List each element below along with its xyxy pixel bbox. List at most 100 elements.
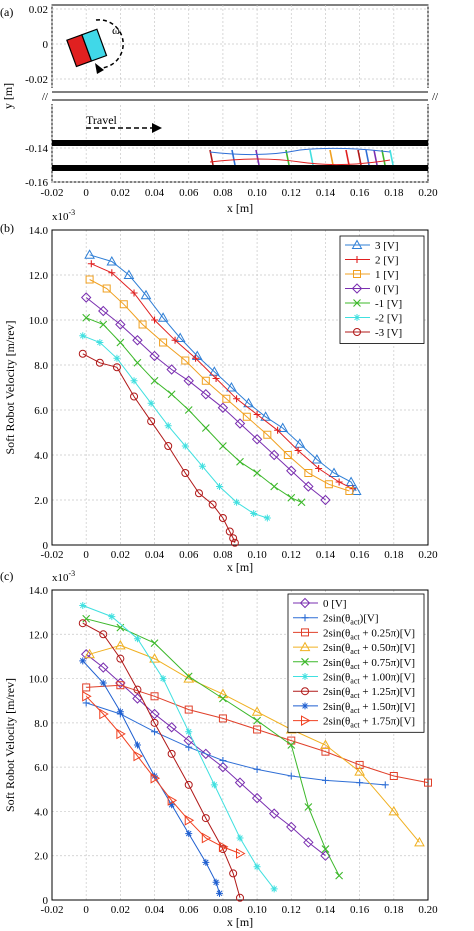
omega-label: ω bbox=[112, 23, 120, 37]
marker-triangle bbox=[414, 836, 425, 847]
series-line bbox=[85, 297, 326, 501]
legend-item: 2sin(θact)[V] bbox=[293, 613, 379, 627]
marker-triangle-right bbox=[218, 841, 229, 853]
marker-circle bbox=[181, 469, 190, 477]
series--2-V- bbox=[79, 332, 271, 522]
chart-c: -0.02 0 0.02 0.04 0.06 0.08 0.10 0.12 0.14 0.16 0.… bbox=[3, 585, 438, 929]
marker-diamond bbox=[149, 708, 160, 720]
marker-triangle-right bbox=[167, 795, 178, 806]
legend-label: 2sin(θact + 1.00π)[V] bbox=[323, 672, 415, 686]
series-line bbox=[86, 702, 386, 786]
marker-circle bbox=[236, 893, 244, 902]
series-line bbox=[89, 644, 420, 843]
legend-label-part: act bbox=[350, 706, 360, 715]
marker-square bbox=[102, 284, 111, 293]
marker-triangle bbox=[157, 312, 169, 322]
xtick-label: 0.06 bbox=[179, 549, 199, 561]
legend-item: 2sin(θact + 1.50π)[V] bbox=[293, 701, 415, 715]
xtick-label: 0 bbox=[83, 187, 89, 199]
axes-frame bbox=[51, 589, 429, 901]
ytick-label: 14.0 bbox=[29, 225, 49, 237]
marker-square bbox=[218, 714, 227, 723]
marker-square bbox=[389, 772, 398, 780]
marker-circle bbox=[225, 527, 234, 536]
marker-triangle-right bbox=[236, 848, 246, 859]
travel-arrowhead bbox=[152, 123, 162, 133]
marker-diamond bbox=[351, 283, 363, 294]
marker-plus bbox=[274, 426, 282, 434]
marker-x bbox=[236, 457, 244, 466]
panel-b-chart: (b) x10-3 -0.02 0 0.02 0.04 0.06 0.08 0.10 0.12… bbox=[0, 208, 438, 574]
marker-star bbox=[185, 728, 193, 736]
legend-label-part: 2sin(θ bbox=[323, 686, 350, 698]
marker-triangle bbox=[123, 269, 135, 279]
marker-square bbox=[324, 480, 333, 489]
xtick-label: 0.12 bbox=[282, 904, 301, 916]
marker-square bbox=[82, 683, 91, 692]
ytick-label: 0 bbox=[43, 540, 49, 552]
legend-label: 2sin(θact + 1.25π)[V] bbox=[323, 686, 415, 700]
marker-plus bbox=[219, 757, 227, 764]
marker-diamond bbox=[132, 693, 143, 704]
marker-square bbox=[287, 736, 296, 745]
multiplier-exponent: -3 bbox=[69, 569, 76, 578]
xtick-label: 0.16 bbox=[350, 904, 370, 916]
marker-triangle bbox=[311, 453, 323, 464]
multiplier-base: x10 bbox=[52, 572, 69, 584]
legend-item: -1 [V] bbox=[345, 298, 402, 310]
marker-star bbox=[79, 657, 87, 665]
xtick-label: 0.04 bbox=[145, 904, 165, 916]
marker-square bbox=[263, 430, 272, 439]
xtick-label: 0.14 bbox=[316, 904, 336, 916]
marker-diamond bbox=[286, 465, 297, 476]
legend-item: -3 [V] bbox=[345, 327, 402, 339]
xtick-label: 0.12 bbox=[282, 187, 301, 199]
marker-square bbox=[181, 356, 190, 365]
ytick-label: 2.0 bbox=[34, 495, 48, 507]
legend-label: -2 [V] bbox=[375, 313, 402, 325]
marker-triangle bbox=[209, 366, 220, 376]
marker-square bbox=[253, 725, 262, 734]
ytick-label: -0.14 bbox=[25, 143, 48, 155]
marker-x bbox=[219, 694, 227, 703]
xtick-label: -0.02 bbox=[41, 904, 64, 916]
marker-plus bbox=[356, 779, 364, 787]
marker-square bbox=[355, 760, 364, 769]
marker-triangle bbox=[251, 706, 263, 716]
panel-c-multiplier: x10-3 bbox=[52, 569, 75, 584]
marker-star bbox=[96, 339, 104, 346]
marker-plus bbox=[151, 316, 159, 324]
xtick-label: 0.06 bbox=[179, 187, 199, 199]
xtick-label: 0 bbox=[83, 904, 89, 916]
marker-diamond bbox=[98, 305, 109, 317]
marker-diamond bbox=[299, 597, 311, 609]
marker-triangle bbox=[350, 485, 362, 495]
xtick-label: 0.12 bbox=[282, 549, 301, 561]
robot-icon bbox=[66, 28, 108, 68]
marker-square bbox=[159, 338, 168, 347]
series-line bbox=[89, 254, 357, 492]
legend-label: 2sin(θact + 0.25π)[V] bbox=[323, 627, 415, 641]
xtick-label: 0.04 bbox=[145, 187, 165, 199]
xtick-label: 0.02 bbox=[111, 187, 130, 199]
marker-diamond bbox=[303, 837, 314, 848]
marker-diamond bbox=[217, 761, 229, 773]
marker-plus bbox=[301, 614, 309, 622]
ytick-label: -0.16 bbox=[25, 177, 48, 189]
legend-item: 2 [V] bbox=[345, 255, 399, 267]
multiplier-exponent: -3 bbox=[69, 208, 76, 217]
series-2sin-act-1-00-V- bbox=[79, 602, 278, 893]
marker-star bbox=[250, 510, 258, 517]
marker-circle bbox=[150, 718, 159, 727]
legend-label-part: + 1.25π)[V] bbox=[360, 686, 415, 698]
chart-b: -0.02 0 0.02 0.04 0.06 0.08 0.10 0.12 0.14 0.16 0.… bbox=[3, 225, 438, 574]
track-top-wall bbox=[52, 140, 428, 146]
marker-diamond bbox=[268, 449, 280, 461]
ytick-label: -0.02 bbox=[25, 74, 48, 86]
marker-triangle bbox=[149, 653, 160, 663]
marker-square bbox=[150, 692, 159, 701]
marker-x bbox=[297, 498, 306, 507]
marker-star bbox=[270, 885, 278, 893]
marker-x bbox=[167, 390, 176, 399]
marker-star bbox=[99, 679, 107, 687]
